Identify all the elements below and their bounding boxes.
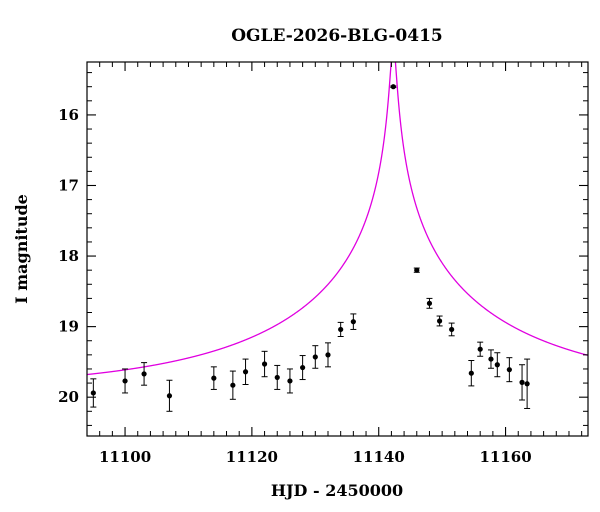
data-point — [166, 379, 173, 412]
data-point — [506, 357, 513, 383]
data-marker — [437, 318, 443, 324]
y-axis-label: I magnitude — [12, 194, 31, 304]
data-marker — [494, 362, 500, 368]
data-marker — [230, 382, 236, 388]
data-point — [524, 358, 531, 409]
data-point — [286, 368, 293, 394]
x-tick-label: 11140 — [353, 448, 405, 466]
data-marker — [414, 267, 420, 273]
data-points-layer — [90, 84, 531, 412]
data-marker — [122, 378, 128, 384]
y-tick-label: 19 — [58, 318, 79, 336]
model-curve — [87, 62, 588, 376]
axis-ticks-layer: 11100 11120 11140 11160 16 17 18 19 20 — [58, 62, 588, 466]
y-tick-label: 16 — [58, 106, 79, 124]
y-tick-label: 20 — [58, 388, 79, 406]
data-point — [436, 315, 443, 327]
data-marker — [477, 346, 483, 352]
data-point — [337, 321, 344, 338]
y-tick-label: 18 — [58, 247, 79, 265]
data-point — [141, 362, 148, 386]
data-marker — [506, 367, 512, 373]
data-point — [448, 322, 455, 337]
data-marker — [242, 369, 249, 375]
data-point — [261, 350, 268, 378]
data-point — [324, 342, 331, 368]
chart-title: OGLE-2026-BLG-0415 — [231, 26, 443, 46]
data-marker — [141, 371, 147, 377]
y-tick-label: 17 — [58, 176, 79, 194]
data-point — [90, 378, 97, 408]
data-point — [229, 370, 236, 400]
data-marker — [211, 375, 217, 381]
data-marker — [312, 354, 318, 360]
data-point — [299, 355, 306, 381]
data-point — [487, 349, 494, 369]
x-tick-label: 11120 — [226, 448, 278, 466]
data-marker — [287, 378, 293, 384]
data-point — [426, 297, 433, 309]
x-tick-label: 11160 — [479, 448, 531, 466]
data-marker — [274, 374, 280, 381]
data-point — [350, 313, 357, 330]
data-marker — [426, 300, 433, 306]
data-marker — [350, 319, 356, 325]
data-marker — [468, 370, 474, 376]
data-marker — [449, 326, 455, 333]
data-point — [468, 359, 475, 387]
data-point — [519, 364, 526, 401]
x-axis-label: HJD - 2450000 — [271, 481, 403, 500]
plot-frame — [86, 61, 589, 437]
data-marker — [524, 381, 530, 387]
data-marker — [166, 393, 173, 399]
model-curve-layer — [87, 62, 588, 376]
data-point — [413, 267, 420, 273]
data-marker — [325, 352, 331, 358]
data-marker — [488, 356, 494, 362]
data-point — [274, 364, 281, 390]
data-marker — [338, 326, 344, 333]
data-point — [390, 84, 397, 90]
data-marker — [90, 390, 96, 396]
data-point — [477, 341, 484, 357]
data-marker — [519, 379, 525, 385]
x-tick-label: 11100 — [99, 448, 151, 466]
data-point — [494, 352, 501, 378]
data-point — [122, 368, 129, 394]
data-point — [210, 366, 217, 390]
data-marker — [390, 84, 396, 90]
data-point — [312, 345, 319, 369]
data-point — [242, 358, 249, 385]
data-marker — [261, 361, 268, 367]
data-marker — [300, 364, 306, 371]
